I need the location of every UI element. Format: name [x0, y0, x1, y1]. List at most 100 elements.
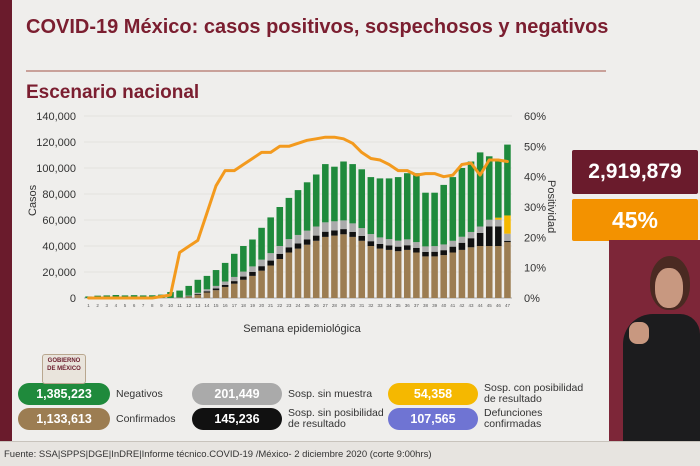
- bar-segment: [258, 259, 265, 267]
- y-axis-label: Casos: [27, 184, 39, 216]
- page-title: COVID-19 México: casos positivos, sospec…: [26, 16, 609, 38]
- bar-segment: [240, 271, 247, 277]
- bar-segment: [467, 247, 475, 298]
- bar-segment: [312, 226, 320, 236]
- bar-segment: [358, 240, 366, 298]
- bar-segment: [422, 246, 429, 252]
- bar-segment: [394, 251, 402, 298]
- bar-segment: [413, 247, 420, 253]
- bar-segment: [303, 230, 311, 240]
- x-tick-label: 22: [277, 303, 283, 308]
- bar-segment: [340, 220, 347, 230]
- bar-segment: [258, 266, 265, 271]
- bar-segment: [504, 233, 511, 241]
- y-tick-label: 20,000: [42, 267, 76, 279]
- bar-segment: [476, 246, 484, 298]
- x-axis-ticks: 1 2 3 4 5 6 7 8 9 10 11 12 13 14 15 16 17 18 19 20 21 22 23 24 2…: [87, 303, 510, 308]
- legend-sin-posibilidad-label: Sosp. sin posibilidad de resultado: [288, 407, 384, 430]
- bar-segment: [267, 253, 274, 261]
- x-tick-label: 30: [350, 303, 356, 308]
- bar-segment: [467, 231, 475, 239]
- bar-segment: [276, 253, 284, 259]
- legend-confirmados-label: Confirmados: [116, 412, 176, 425]
- bar-segment: [312, 174, 320, 227]
- bar-segment: [394, 177, 402, 241]
- x-tick-label: 40: [441, 303, 447, 308]
- bar-segment: [312, 240, 320, 298]
- bar-segment: [240, 246, 247, 272]
- bar-segment: [367, 246, 375, 298]
- bar-segment: [194, 279, 202, 293]
- bar-segment: [349, 236, 356, 298]
- x-tick-label: 21: [268, 303, 274, 308]
- bar-segment: [322, 222, 329, 232]
- legend-sin-muestra-value: 201,449: [192, 383, 282, 405]
- legend-negativos-value: 1,385,223: [18, 383, 110, 405]
- bar-segment: [367, 241, 375, 246]
- x-tick-label: 34: [387, 303, 393, 308]
- bar-segment: [467, 238, 475, 248]
- bar-segment: [276, 259, 284, 298]
- bar-segment: [267, 217, 274, 254]
- x-tick-label: 42: [459, 303, 465, 308]
- x-tick-label: 11: [177, 303, 182, 308]
- bar-segment: [495, 246, 502, 298]
- y2-tick-label: 50%: [524, 141, 546, 153]
- bar-segment: [495, 219, 502, 227]
- y-axis-ticks: 0 20,000 40,000 60,000 80,000 100,000 120,000 1…: [36, 111, 76, 305]
- bar-segment: [240, 276, 247, 280]
- bar-segment: [294, 243, 302, 249]
- x-tick-label: 45: [487, 303, 493, 308]
- bar-segment: [312, 235, 320, 241]
- bar-segment: [322, 231, 329, 237]
- bar-segment: [212, 290, 220, 298]
- bar-segment: [495, 226, 502, 246]
- x-tick-label: 31: [359, 303, 365, 308]
- interpreter-face: [655, 268, 683, 308]
- bar-segment: [185, 296, 193, 298]
- bar-segment: [203, 289, 211, 292]
- bar-segment: [449, 177, 457, 241]
- legend-con-posibilidad-label: Sosp. con posibilidad de resultado: [484, 382, 584, 405]
- y2-tick-label: 10%: [524, 263, 546, 275]
- bar-segment: [431, 251, 438, 257]
- bar-segment: [349, 164, 356, 224]
- y-tick-label: 60,000: [42, 215, 76, 227]
- x-tick-label: 27: [323, 303, 329, 308]
- cases-chart: 0 20,000 40,000 60,000 80,000 100,000 120,000 1…: [27, 111, 557, 335]
- x-tick-label: 29: [341, 303, 347, 308]
- bar-segment: [504, 240, 511, 243]
- total-tests-box: 2,919,879: [572, 150, 698, 194]
- bar-segment: [485, 219, 493, 227]
- bar-segment: [413, 252, 420, 298]
- bar-segment: [431, 256, 438, 298]
- bar-segment: [403, 245, 411, 250]
- bar-segment: [212, 288, 220, 291]
- bar-segment: [340, 229, 347, 235]
- bar-segment: [504, 215, 511, 234]
- x-tick-label: 41: [450, 303, 456, 308]
- bar-segment: [376, 178, 384, 238]
- bar-segment: [285, 239, 293, 248]
- legend-sin-posibilidad-value: 145,236: [192, 408, 282, 430]
- legend-sin-posibilidad: 145,236 Sosp. sin posibilidad de resulta…: [192, 408, 388, 430]
- x-tick-label: 23: [286, 303, 292, 308]
- bar-segment: [367, 234, 375, 242]
- bar-segment: [413, 173, 420, 243]
- x-tick-label: 43: [469, 303, 475, 308]
- x-tick-label: 7: [142, 303, 145, 308]
- bar-segment: [285, 252, 293, 298]
- x-tick-label: 3: [106, 303, 109, 308]
- title-divider: [26, 70, 606, 72]
- chart-subtitle: Escenario nacional: [26, 82, 200, 103]
- bar-segment: [230, 253, 238, 277]
- bar-segment: [230, 276, 238, 282]
- bar-segment: [385, 249, 393, 298]
- x-tick-label: 2: [96, 303, 99, 308]
- bar-segment: [249, 275, 256, 298]
- x-tick-label: 12: [186, 303, 192, 308]
- x-tick-label: 39: [432, 303, 438, 308]
- bar-segment: [376, 243, 384, 249]
- x-tick-label: 19: [250, 303, 256, 308]
- x-tick-label: 20: [259, 303, 265, 308]
